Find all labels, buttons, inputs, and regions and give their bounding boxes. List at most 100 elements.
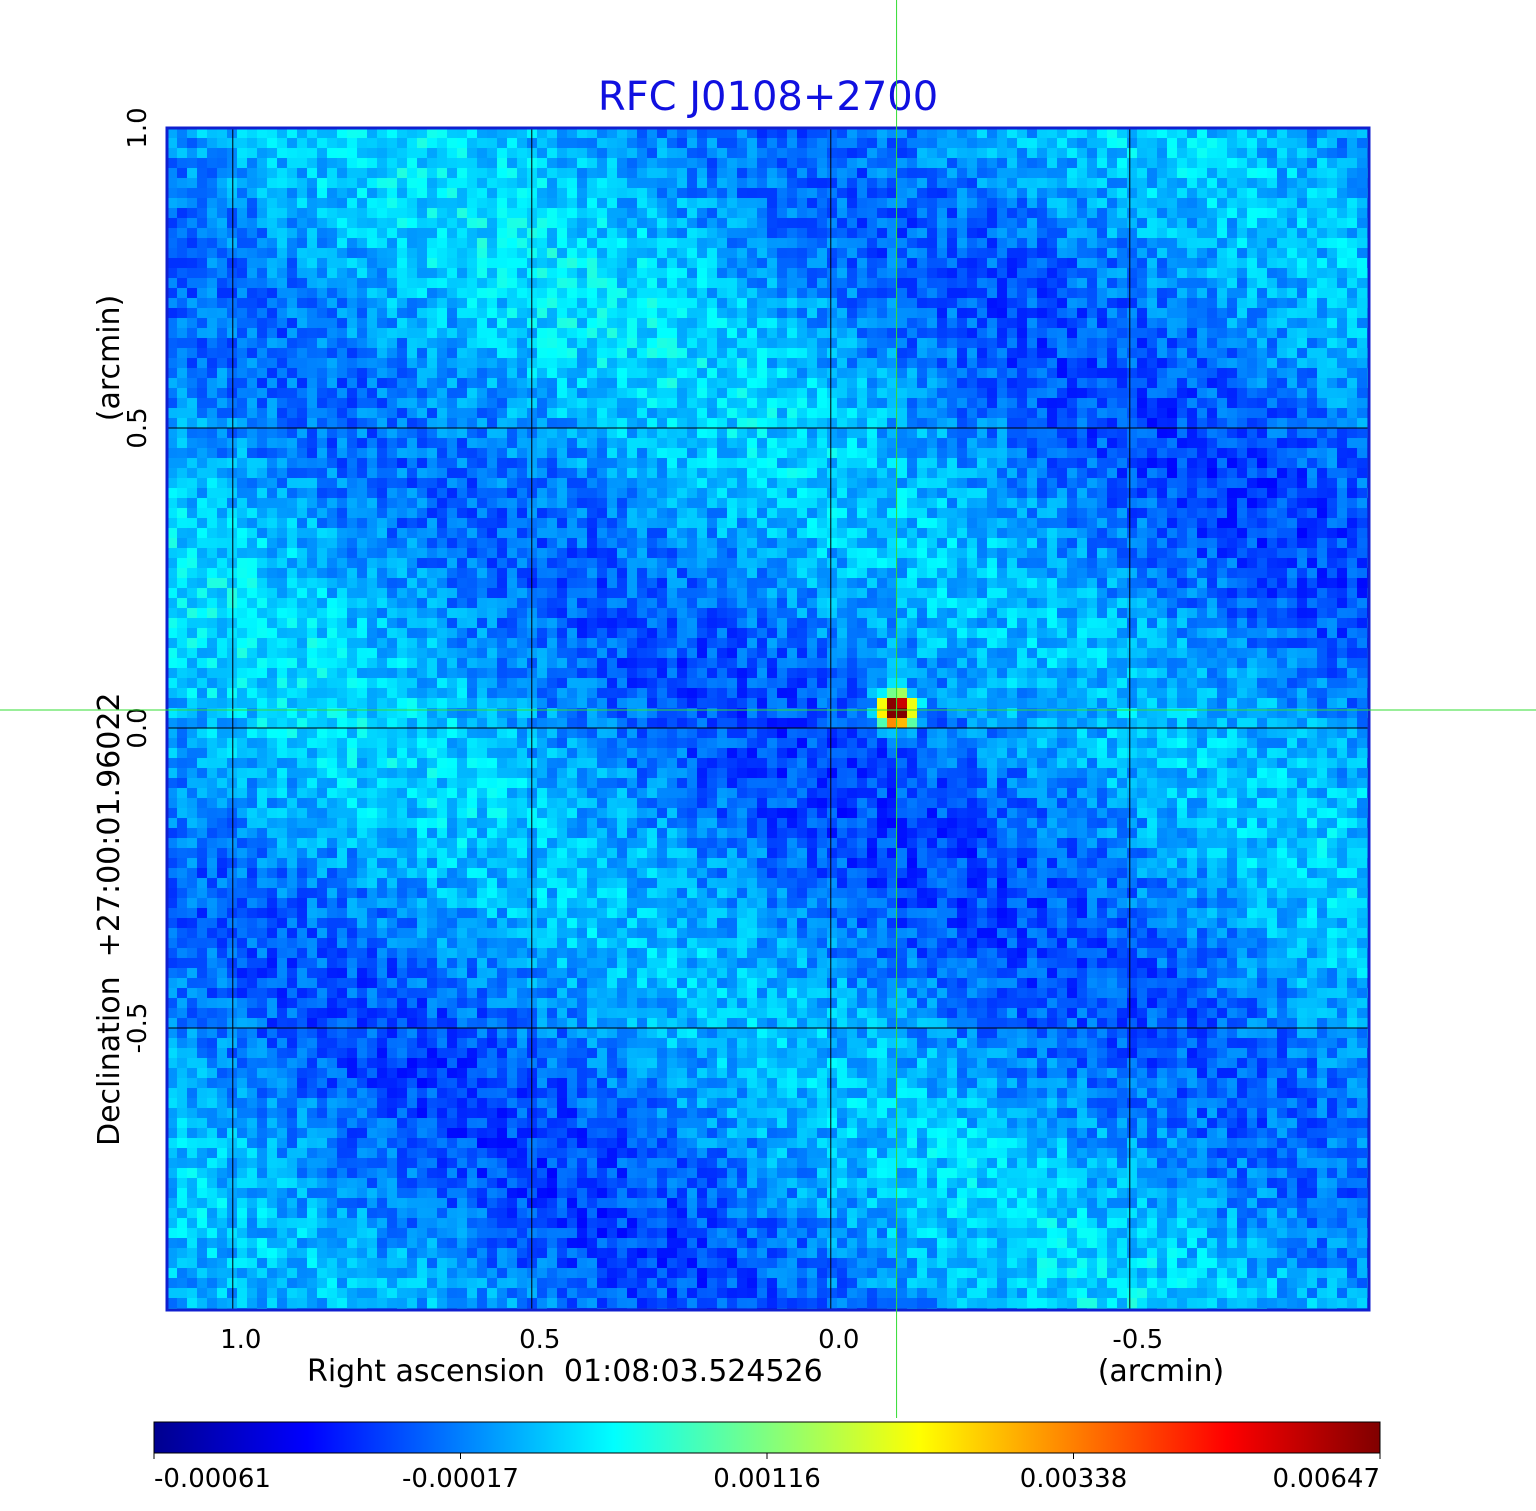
map-pixel (217, 328, 228, 339)
map-pixel (1047, 348, 1058, 359)
map-pixel (277, 328, 288, 339)
map-pixel (477, 448, 488, 459)
map-pixel (867, 278, 878, 289)
map-pixel (237, 388, 248, 399)
map-pixel (1027, 218, 1038, 229)
map-pixel (1217, 528, 1228, 539)
map-pixel (887, 238, 898, 249)
map-pixel (1247, 338, 1258, 349)
map-pixel (677, 378, 688, 389)
map-pixel (277, 288, 288, 299)
map-pixel (1327, 208, 1338, 219)
map-pixel (737, 358, 748, 369)
map-pixel (637, 408, 648, 419)
map-pixel (357, 398, 368, 409)
map-pixel (1247, 188, 1258, 199)
map-pixel (717, 148, 728, 159)
map-pixel (697, 218, 708, 229)
map-pixel (507, 218, 518, 229)
map-pixel (267, 198, 278, 209)
map-pixel (687, 138, 698, 149)
map-pixel (827, 248, 838, 259)
map-pixel (607, 338, 618, 349)
map-pixel (507, 528, 518, 539)
map-pixel (987, 138, 998, 149)
map-pixel (1037, 148, 1048, 159)
map-pixel (517, 428, 528, 439)
map-pixel (1117, 428, 1128, 439)
map-pixel (577, 288, 588, 299)
map-pixel (697, 338, 708, 349)
map-pixel (897, 358, 908, 369)
map-pixel (887, 468, 898, 479)
map-pixel (1007, 338, 1018, 349)
map-pixel (617, 528, 628, 539)
map-pixel (677, 408, 688, 419)
map-pixel (537, 248, 548, 259)
map-pixel (237, 138, 248, 149)
map-pixel (827, 428, 838, 439)
map-pixel (497, 238, 508, 249)
map-pixel (217, 428, 228, 439)
map-pixel (697, 168, 708, 179)
map-pixel (1257, 208, 1268, 219)
map-pixel (927, 268, 938, 279)
map-pixel (717, 268, 728, 279)
map-pixel (1077, 238, 1088, 249)
map-pixel (1317, 288, 1328, 299)
map-pixel (597, 288, 608, 299)
map-pixel (867, 528, 878, 539)
map-pixel (587, 178, 598, 189)
map-pixel (457, 198, 468, 209)
map-pixel (577, 238, 588, 249)
map-pixel (207, 238, 218, 249)
map-pixel (807, 388, 818, 399)
map-pixel (767, 388, 778, 399)
map-pixel (477, 468, 488, 479)
map-pixel (187, 158, 198, 169)
map-pixel (997, 198, 1008, 209)
map-pixel (897, 388, 908, 399)
map-pixel (197, 438, 208, 449)
map-pixel (717, 438, 728, 449)
map-pixel (517, 128, 528, 139)
map-pixel (447, 338, 458, 349)
map-pixel (607, 438, 618, 449)
map-pixel (837, 198, 848, 209)
map-pixel (867, 428, 878, 439)
map-pixel (1147, 368, 1158, 379)
map-pixel (1137, 208, 1148, 219)
map-pixel (1107, 438, 1118, 449)
map-pixel (257, 448, 268, 459)
map-pixel (377, 278, 388, 289)
map-pixel (237, 228, 248, 239)
map-pixel (1117, 298, 1128, 309)
map-pixel (1067, 518, 1078, 529)
map-pixel (1347, 378, 1358, 389)
map-pixel (1097, 168, 1108, 179)
map-pixel (1007, 388, 1018, 399)
map-pixel (787, 508, 798, 519)
map-pixel (777, 358, 788, 369)
map-pixel (247, 398, 258, 409)
map-pixel (1317, 478, 1328, 489)
map-pixel (617, 488, 628, 499)
map-pixel (947, 408, 958, 419)
map-pixel (1307, 228, 1318, 239)
map-pixel (1107, 148, 1118, 159)
map-pixel (807, 358, 818, 369)
map-pixel (1057, 478, 1068, 489)
map-pixel (827, 298, 838, 309)
map-pixel (1277, 248, 1288, 259)
map-pixel (1147, 398, 1158, 409)
map-pixel (1357, 188, 1368, 199)
map-pixel (217, 468, 228, 479)
map-pixel (607, 418, 618, 429)
map-pixel (1037, 488, 1048, 499)
map-pixel (1197, 168, 1208, 179)
map-pixel (1027, 228, 1038, 239)
map-pixel (1057, 298, 1068, 309)
map-pixel (1187, 188, 1198, 199)
map-pixel (1337, 358, 1348, 369)
map-pixel (357, 178, 368, 189)
